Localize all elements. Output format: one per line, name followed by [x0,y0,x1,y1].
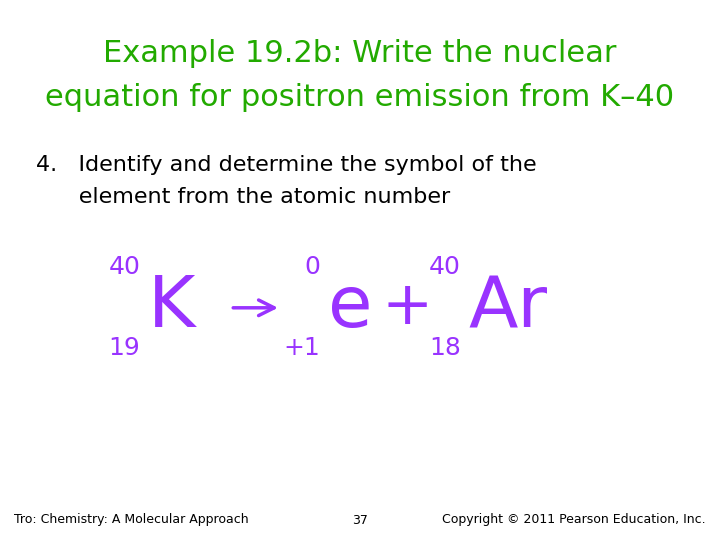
Text: Ar: Ar [468,273,547,342]
Text: element from the atomic number: element from the atomic number [36,187,450,207]
Text: 40: 40 [109,255,140,279]
Text: e: e [328,273,372,342]
Text: 40: 40 [429,255,461,279]
Text: 18: 18 [429,336,461,360]
Text: 4.   Identify and determine the symbol of the: 4. Identify and determine the symbol of … [36,154,536,175]
Text: 0: 0 [305,255,320,279]
Text: +1: +1 [284,336,320,360]
Text: Tro: Chemistry: A Molecular Approach: Tro: Chemistry: A Molecular Approach [14,514,249,526]
Text: K: K [148,273,195,342]
Text: Copyright © 2011 Pearson Education, Inc.: Copyright © 2011 Pearson Education, Inc. [442,514,706,526]
Text: equation for positron emission from K–40: equation for positron emission from K–40 [45,83,675,112]
Text: +: + [381,278,433,338]
Text: Example 19.2b: Write the nuclear: Example 19.2b: Write the nuclear [103,39,617,69]
Text: 19: 19 [109,336,140,360]
Text: 37: 37 [352,514,368,526]
